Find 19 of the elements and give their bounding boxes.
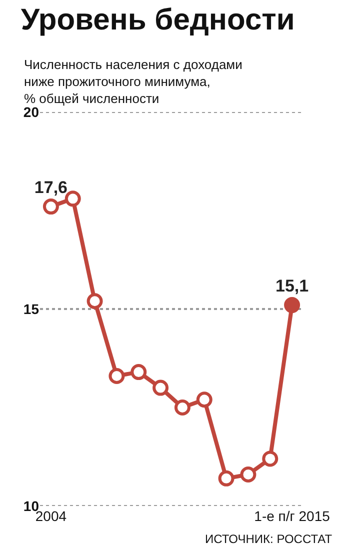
y-tick-label: 15: [23, 300, 40, 317]
data-label: 17,6: [34, 178, 68, 198]
point: [240, 466, 256, 482]
data-label: 15,1: [275, 276, 309, 296]
point: [42, 198, 59, 215]
chart-title: Уровень бедности: [20, 3, 295, 36]
point: [174, 400, 190, 416]
point: [108, 368, 125, 384]
point: [284, 297, 300, 314]
point: [218, 470, 234, 486]
point: [130, 364, 147, 380]
chart-subtitle: Численность населения с доходами ниже прожиточного минимума, % общей численности: [24, 57, 242, 106]
y-tick-label: 20: [23, 104, 40, 120]
point: [152, 380, 169, 396]
x-tick-label: 1-е п/г 2015: [254, 508, 330, 524]
point: [196, 392, 212, 408]
text: ИСТОЧНИК: РОССТАТ: [205, 532, 333, 546]
point: [86, 293, 103, 310]
point: [262, 450, 278, 467]
